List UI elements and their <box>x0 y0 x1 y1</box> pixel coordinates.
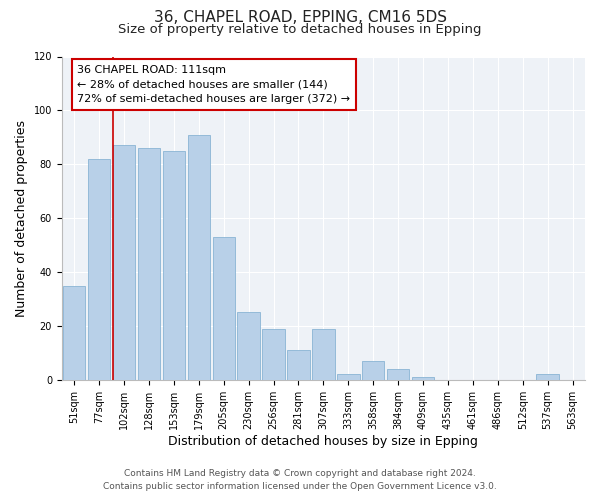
Text: 36, CHAPEL ROAD, EPPING, CM16 5DS: 36, CHAPEL ROAD, EPPING, CM16 5DS <box>154 10 446 25</box>
Bar <box>138 148 160 380</box>
Bar <box>536 374 559 380</box>
Bar <box>262 328 285 380</box>
Bar <box>88 159 110 380</box>
X-axis label: Distribution of detached houses by size in Epping: Distribution of detached houses by size … <box>169 434 478 448</box>
Bar <box>337 374 359 380</box>
Bar <box>212 237 235 380</box>
Text: Size of property relative to detached houses in Epping: Size of property relative to detached ho… <box>118 22 482 36</box>
Bar <box>387 369 409 380</box>
Bar <box>188 134 210 380</box>
Text: 36 CHAPEL ROAD: 111sqm
← 28% of detached houses are smaller (144)
72% of semi-de: 36 CHAPEL ROAD: 111sqm ← 28% of detached… <box>77 64 350 104</box>
Bar <box>412 377 434 380</box>
Bar <box>113 146 135 380</box>
Bar <box>362 361 385 380</box>
Bar <box>312 328 335 380</box>
Bar <box>238 312 260 380</box>
Bar <box>63 286 85 380</box>
Bar <box>163 151 185 380</box>
Y-axis label: Number of detached properties: Number of detached properties <box>15 120 28 316</box>
Text: Contains HM Land Registry data © Crown copyright and database right 2024.
Contai: Contains HM Land Registry data © Crown c… <box>103 470 497 491</box>
Bar <box>287 350 310 380</box>
